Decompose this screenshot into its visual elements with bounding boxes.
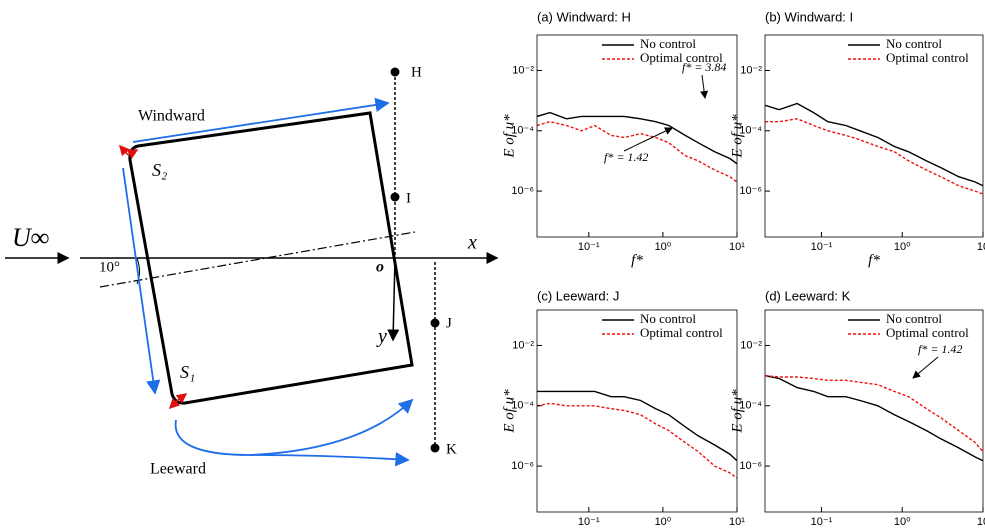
legend-label: No control — [640, 311, 696, 326]
y-tick-label: 10⁻⁴ — [739, 400, 762, 412]
y-tick-label: 10⁻⁶ — [511, 460, 534, 472]
annotation-arrow — [700, 74, 709, 99]
annotation: f* = 1.42 — [918, 342, 962, 356]
y-tick-label: 10⁻⁴ — [511, 125, 534, 137]
legend-label: No control — [886, 36, 942, 51]
x-label: x — [467, 232, 477, 254]
legend-label: No control — [886, 311, 942, 326]
series-line — [537, 390, 737, 462]
y-tick-label: 10⁻² — [740, 64, 762, 76]
series-line — [765, 118, 983, 195]
y-tick-label: 10⁻⁴ — [739, 125, 762, 137]
windward-label: Windward — [138, 108, 205, 125]
legend-label: Optimal control — [640, 50, 723, 65]
y-axis-label: E of u* — [501, 389, 517, 434]
x-tick-label: 10 — [977, 241, 985, 253]
plot-frame — [764, 309, 984, 513]
jet-arrow — [175, 393, 188, 404]
x-tick-label: 10⁻¹ — [811, 241, 833, 253]
x-tick-label: 10¹ — [729, 241, 745, 253]
legend-label: No control — [640, 36, 696, 51]
flow-arrow — [132, 97, 390, 143]
chart-title: (d) Leeward: K — [765, 288, 851, 303]
centerline — [99, 231, 416, 288]
plot-frame — [536, 34, 738, 238]
x-tick-label: 10⁻¹ — [811, 516, 833, 528]
annotation-arrow — [912, 356, 939, 379]
y-axis-arrow — [387, 257, 400, 342]
y-tick-label: 10⁻² — [512, 64, 534, 76]
y-axis-label: E of u* — [729, 389, 745, 434]
x-tick-label: 10⁻¹ — [578, 516, 600, 528]
point-label: K — [446, 441, 457, 457]
x-tick-label: 10⁰ — [894, 241, 911, 253]
flow-arrow — [122, 167, 161, 395]
y-tick-label: 10⁻² — [740, 339, 762, 351]
series-line — [537, 111, 737, 165]
series-line — [765, 374, 983, 462]
point-label: J — [446, 315, 452, 331]
leeward-label: Leeward — [150, 461, 206, 478]
chart-title: (b) Windward: I — [765, 9, 853, 24]
y-tick-label: 10⁻⁴ — [511, 400, 534, 412]
y-tick-label: 10⁻⁶ — [739, 460, 762, 472]
y-tick-label: 10⁻⁶ — [739, 185, 762, 197]
point-label: H — [411, 64, 422, 80]
flow-arrow — [174, 398, 414, 456]
chart-title: (c) Leeward: J — [537, 288, 619, 303]
x-tick-label: 10 — [977, 516, 985, 528]
legend-label: Optimal control — [886, 325, 969, 340]
x-tick-label: 10¹ — [729, 516, 745, 528]
diagram: U∞ x y o 10° S₂ S₁ Windward Leeward H I … — [5, 64, 499, 478]
annotation: f* = 3.84 — [682, 60, 726, 74]
plot-frame — [536, 309, 738, 513]
angle-arc — [136, 257, 140, 285]
freestream-label: U∞ — [12, 223, 49, 252]
y-axis-label: E of u* — [729, 114, 745, 159]
chart-title: (a) Windward: H — [537, 9, 631, 24]
y-tick-label: 10⁻⁶ — [511, 185, 534, 197]
jet-arrow — [168, 397, 181, 410]
y-tick-label: 10⁻² — [512, 339, 534, 351]
x-axis-label: f* — [868, 252, 880, 268]
s2-label: S₂ — [152, 160, 167, 180]
jet-arrow — [126, 149, 139, 159]
probe-point — [390, 67, 400, 77]
origin-label: o — [376, 259, 384, 276]
annotation-arrow — [623, 127, 673, 152]
series-line — [537, 120, 737, 183]
jet-arrow — [119, 144, 130, 157]
legend-label: Optimal control — [640, 325, 723, 340]
x-tick-label: 10⁰ — [655, 241, 672, 253]
plot-frame — [764, 34, 984, 238]
legend-label: Optimal control — [886, 50, 969, 65]
x-tick-label: 10⁰ — [655, 516, 672, 528]
flow-arrow — [249, 452, 410, 467]
series-line — [765, 374, 983, 453]
probe-point — [390, 192, 400, 202]
probe-point — [430, 443, 440, 453]
x-axis-label: f* — [631, 252, 643, 268]
point-label: I — [406, 190, 411, 206]
y-axis-label: E of u* — [501, 114, 517, 159]
angle-label: 10° — [99, 259, 120, 275]
probe-point — [430, 318, 440, 328]
x-tick-label: 10⁰ — [894, 516, 911, 528]
s1-label: S₁ — [180, 362, 195, 382]
annotation: f* = 1.42 — [604, 150, 648, 164]
x-tick-label: 10⁻¹ — [578, 241, 600, 253]
y-label: y — [376, 326, 387, 348]
series-line — [765, 102, 983, 187]
